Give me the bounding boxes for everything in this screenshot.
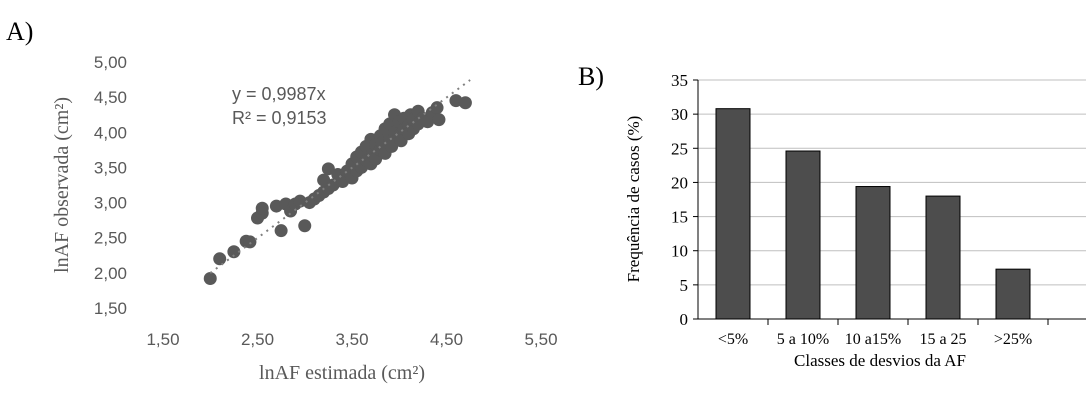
- bar-category-label: >25%: [994, 331, 1032, 348]
- scatter-y-tick-label: 1,50: [94, 299, 127, 318]
- bar-y-tick-labels: 0 5 10 15 20 25 30 35: [671, 71, 688, 329]
- bar-gridlines: [693, 79, 1086, 320]
- bar-y-axis-label: Frequência de casos (%): [624, 116, 643, 283]
- bar-x-axis-label: Classes de desvios da AF: [794, 351, 966, 370]
- bar-y-tick-label: 35: [671, 71, 688, 90]
- scatter-point: [321, 162, 335, 176]
- bar-y-tick-label: 5: [680, 276, 689, 295]
- scatter-y-tick-label: 2,00: [94, 264, 127, 283]
- scatter-chart: 1,50 2,00 2,50 3,00 3,50 4,00 4,50 5,00 1,50 2,5…: [51, 53, 558, 384]
- bar-category-labels: <5% 5 a 10% 10 a15% 15 a 25 >25%: [718, 331, 1032, 348]
- bar-y-tick-label: 15: [671, 208, 688, 227]
- scatter-y-tick-label: 3,50: [94, 158, 127, 177]
- scatter-point: [385, 139, 399, 153]
- bar-category-label: 5 a 10%: [777, 331, 829, 348]
- scatter-point: [227, 245, 241, 259]
- scatter-x-tick-label: 3,50: [335, 330, 368, 349]
- bars: [715, 108, 1049, 325]
- bar: [785, 150, 821, 320]
- scatter-point: [203, 271, 217, 285]
- scatter-point: [255, 201, 269, 215]
- r-squared: R² = 0,9153: [232, 108, 327, 128]
- bar: [715, 108, 751, 320]
- scatter-trendline: [209, 79, 471, 274]
- trend-equation: y = 0,9987x: [232, 84, 326, 104]
- bar-category-label: 10 a15%: [845, 331, 901, 348]
- bar-y-tick-label: 0: [680, 310, 689, 329]
- scatter-x-tick-label: 2,50: [241, 330, 274, 349]
- bar-y-tick-label: 25: [671, 139, 688, 158]
- scatter-y-tick-label: 5,00: [94, 53, 127, 72]
- scatter-y-tick-label: 3,00: [94, 194, 127, 213]
- trendline: [209, 79, 471, 274]
- scatter-y-tick-label: 2,50: [94, 229, 127, 248]
- bar: [855, 186, 891, 320]
- bar-y-tick-label: 10: [671, 242, 688, 261]
- panel-label-a: A): [6, 17, 33, 46]
- scatter-point: [432, 113, 446, 127]
- scatter-x-tick-labels: 1,50 2,50 3,50 4,50 5,50: [146, 330, 557, 349]
- panel-label-b: B): [578, 62, 604, 91]
- scatter-x-tick-label: 1,50: [146, 330, 179, 349]
- bar: [995, 268, 1031, 320]
- scatter-point: [298, 219, 312, 233]
- scatter-point: [274, 224, 288, 238]
- scatter-point: [458, 96, 472, 110]
- scatter-point: [243, 235, 257, 249]
- scatter-x-axis-label: lnAF estimada (cm²): [259, 362, 425, 384]
- scatter-points: [203, 94, 472, 285]
- bar-y-tick-label: 30: [671, 105, 688, 124]
- bar-y-tick-label: 20: [671, 173, 688, 192]
- scatter-y-tick-label: 4,50: [94, 88, 127, 107]
- scatter-y-tick-labels: 1,50 2,00 2,50 3,00 3,50 4,00 4,50 5,00: [94, 53, 127, 318]
- bar-category-label: <5%: [718, 331, 748, 348]
- scatter-x-tick-label: 5,50: [524, 330, 557, 349]
- scatter-point: [430, 101, 444, 115]
- bar: [925, 195, 961, 320]
- bar-category-label: 15 a 25: [919, 331, 966, 348]
- bar-chart: 0 5 10 15 20 25 30 35 <5% 5 a 10% 10 a15% 15 a 25 >…: [624, 71, 1086, 370]
- scatter-point: [213, 252, 227, 266]
- scatter-y-axis-label: lnAF observada (cm²): [51, 97, 73, 273]
- scatter-y-tick-label: 4,00: [94, 123, 127, 142]
- scatter-x-tick-label: 4,50: [430, 330, 463, 349]
